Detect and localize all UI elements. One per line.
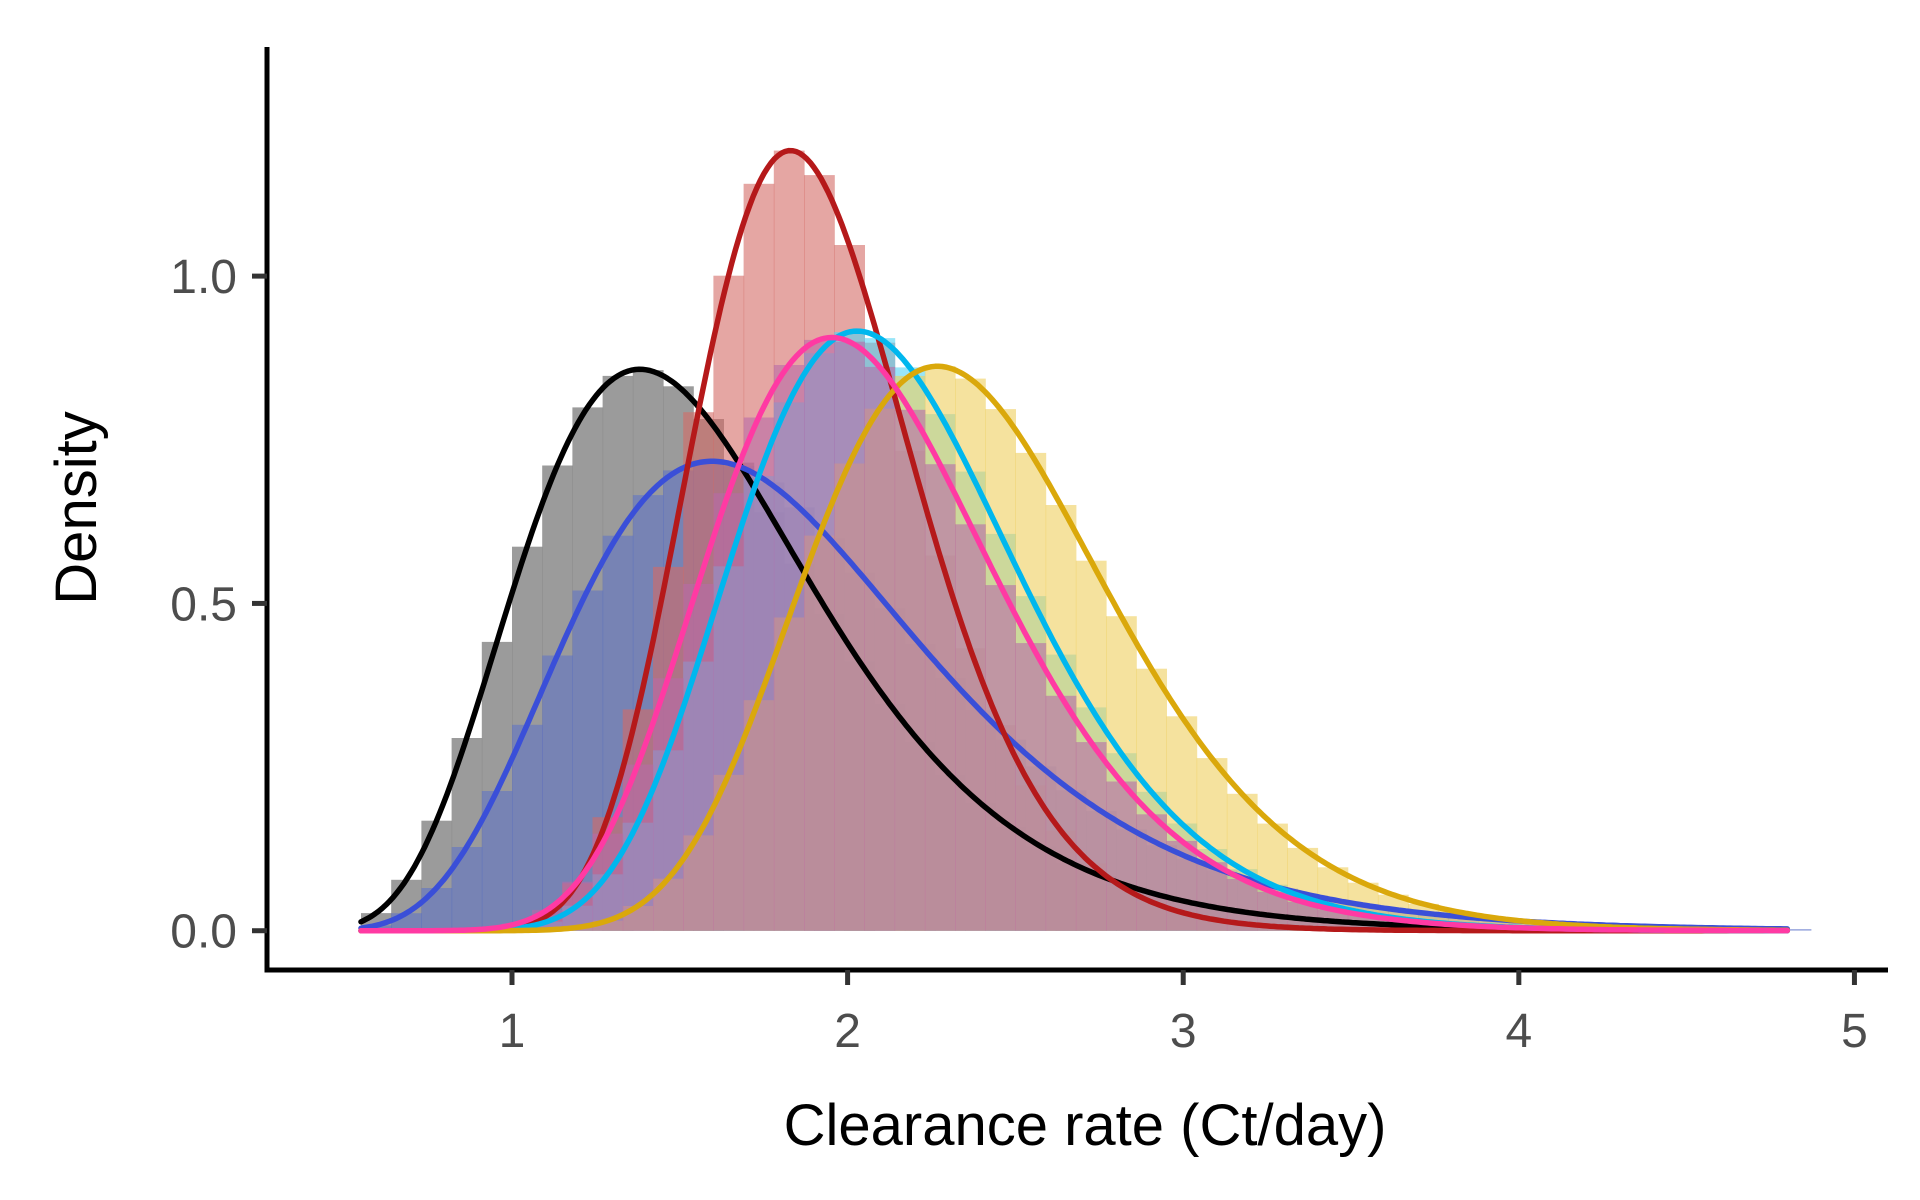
- x-tick-label: 1: [499, 1005, 526, 1058]
- y-axis-title: Density: [44, 411, 109, 604]
- density-curve-5: [358, 363, 1791, 934]
- histogram-bar: [834, 341, 865, 931]
- histogram-bar: [1106, 781, 1137, 931]
- x-tick-label: 5: [1841, 1005, 1868, 1058]
- histogram-layer: [361, 150, 1812, 931]
- y-axis-ticks: 0.0 0.5 1.0: [170, 251, 267, 959]
- y-tick-label: 0.0: [170, 906, 237, 959]
- x-tick-label: 3: [1170, 1005, 1197, 1058]
- x-axis-ticks: 1 2 3 4 5: [499, 970, 1868, 1058]
- histogram-bar: [683, 583, 714, 931]
- histogram-bar: [985, 585, 1016, 931]
- histogram-bar: [955, 524, 986, 931]
- density-curve-6: [358, 334, 1791, 934]
- y-tick-label: 1.0: [170, 251, 237, 304]
- histogram-bar: [512, 724, 543, 931]
- histogram-bar: [1780, 929, 1812, 931]
- y-tick-label: 0.5: [170, 578, 237, 631]
- histogram-bar: [864, 366, 896, 931]
- x-tick-label: 2: [834, 1005, 861, 1058]
- histogram-series-6: [471, 339, 1590, 931]
- histogram-bar: [804, 339, 835, 931]
- histogram-bar: [421, 888, 453, 931]
- x-tick-label: 4: [1505, 1005, 1532, 1058]
- histogram-bar: [1075, 742, 1107, 931]
- x-axis-title: Clearance rate (Ct/day): [784, 1093, 1387, 1158]
- histogram-bar: [924, 464, 956, 931]
- density-curve-layer: [358, 147, 1791, 934]
